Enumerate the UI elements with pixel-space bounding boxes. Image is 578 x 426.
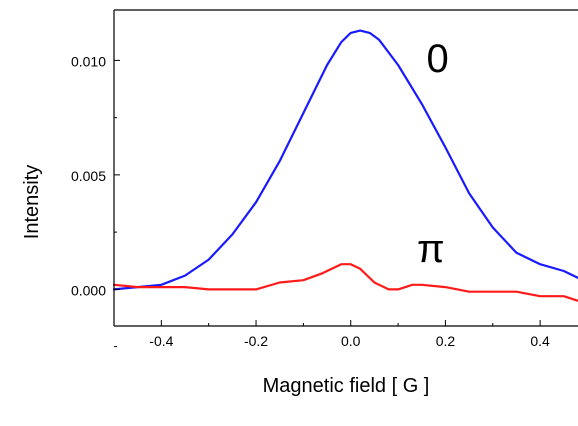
x-axis-ticks: -0.4 -0.2 0.0 0.2 0.4 [113,320,550,349]
curve-label: 0 [426,37,448,81]
x-axis-title: Magnetic field [ G ] [263,375,430,397]
series-group [112,29,578,302]
y-axis-ticks: 0.000 0.005 0.010 [71,53,120,348]
x-tick-label: -0.4 [149,333,173,349]
plot-area [112,29,578,302]
series-line-1 [112,263,578,302]
axes [113,9,578,327]
x-tick-label: -0.2 [244,333,268,349]
annotations: 0π [417,37,449,271]
curve-label: π [417,227,445,271]
x-tick-label: 0.2 [436,333,456,349]
y-axis-title: Intensity [21,165,43,239]
x-tick-label: 0.4 [530,333,550,349]
y-tick-label: 0.005 [71,168,106,184]
x-tick-label: 0.0 [341,333,361,349]
series-line-0 [112,29,578,291]
y-tick-label: 0.000 [71,282,106,298]
y-tick-label: 0.010 [71,53,106,69]
